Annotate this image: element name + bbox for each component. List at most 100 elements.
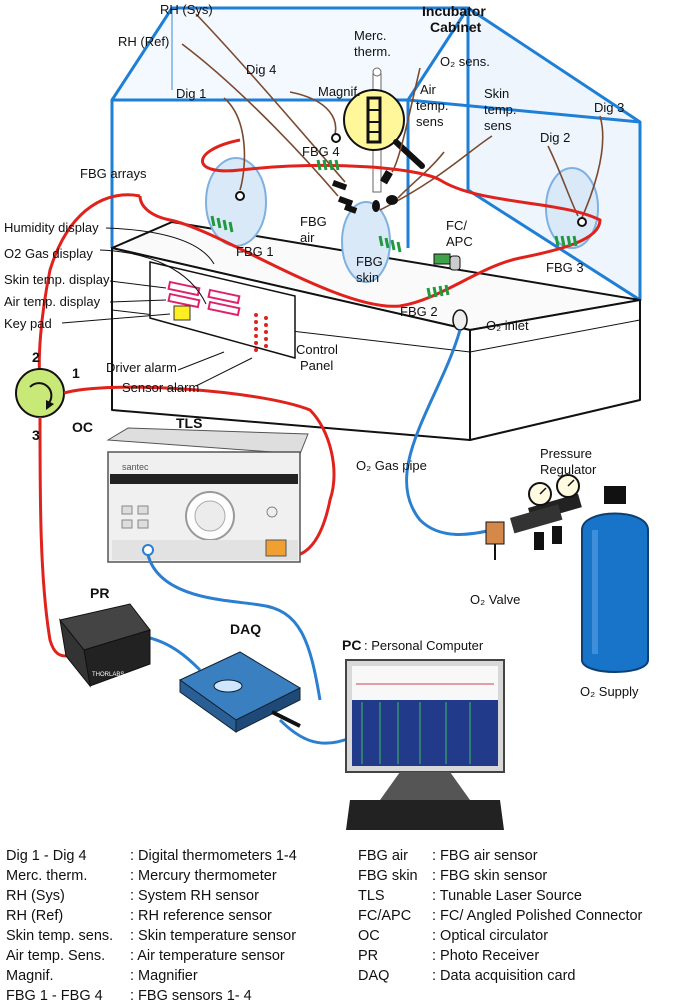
control-panel xyxy=(149,261,296,359)
label-air-temp-display: Air temp. display xyxy=(4,294,101,309)
right-porthole xyxy=(545,167,599,249)
label-skin-temp-1: Skin xyxy=(484,86,509,101)
santec-logo: santec xyxy=(122,462,149,472)
label-pressure: Pressure xyxy=(540,446,592,461)
legend-def: : Mercury thermometer xyxy=(130,868,277,884)
label-fbg-air-2: air xyxy=(300,230,315,245)
legend-def: : Digital thermometers 1-4 xyxy=(130,848,297,864)
label-fbg-skin-1: FBG xyxy=(356,254,383,269)
label-skin-temp-2: temp. xyxy=(484,102,517,117)
legend-def: : RH reference sensor xyxy=(130,908,272,924)
label-o2-gas-display: O2 Gas display xyxy=(4,246,93,261)
label-fbg-arrays: FBG arrays xyxy=(80,166,147,181)
label-driver-alarm: Driver alarm xyxy=(106,360,177,375)
optical-circulator xyxy=(15,368,65,418)
legend-term: FBG air xyxy=(358,848,408,864)
legend-term: RH (Ref) xyxy=(6,908,64,924)
label-dig3: Dig 3 xyxy=(594,100,624,115)
o2-gas-pipe xyxy=(405,329,493,536)
legend-def: : Photo Receiver xyxy=(432,948,540,964)
label-control: Control xyxy=(296,342,338,357)
label-dig2: Dig 2 xyxy=(540,130,570,145)
magnifier xyxy=(343,89,425,169)
o2-supply-bottle xyxy=(581,486,649,673)
legend-term: Magnif. xyxy=(6,968,54,984)
label-skin-temp-display: Skin temp. display xyxy=(4,272,110,287)
fiber-oc-connections xyxy=(38,385,336,658)
legend-def: : System RH sensor xyxy=(130,888,259,904)
label-regulator: Regulator xyxy=(540,462,597,477)
legend-def: : Magnifier xyxy=(130,968,198,984)
legend-def: : Skin temperature sensor xyxy=(130,928,297,944)
label-incubator: Incubator xyxy=(422,3,486,19)
fbg-fiber-loop xyxy=(37,138,602,381)
photo-receiver: THORLABS xyxy=(59,603,151,688)
label-fbg1: FBG 1 xyxy=(236,244,274,259)
legend-term: DAQ xyxy=(358,968,390,984)
label-fbg-air-1: FBG xyxy=(300,214,327,229)
label-panel: Panel xyxy=(300,358,333,373)
legend-def: : Data acquisition card xyxy=(432,968,576,984)
o2-inlet-port xyxy=(452,309,468,331)
label-o2-inlet: O₂ inlet xyxy=(486,318,529,333)
key-pad xyxy=(173,305,191,321)
label-dig1: Dig 1 xyxy=(176,86,206,101)
label-o2-sens: O₂ sens. xyxy=(440,54,490,69)
label-air-temp-3: sens xyxy=(416,114,444,129)
label-o2-supply: O₂ Supply xyxy=(580,684,639,699)
label-rh-sys: RH (Sys) xyxy=(160,2,213,17)
legend-term: RH (Sys) xyxy=(6,888,65,904)
label-pc-desc: : Personal Computer xyxy=(364,638,484,653)
label-fbg2: FBG 2 xyxy=(400,304,438,319)
pressure-regulator xyxy=(510,474,582,550)
legend-def: : Tunable Laser Source xyxy=(432,888,582,904)
legend-term: Merc. therm. xyxy=(6,868,88,884)
daq-card xyxy=(179,651,302,733)
label-magnif: Magnif. xyxy=(318,84,361,99)
thermometer-probes xyxy=(235,133,587,227)
legend-term: Air temp. Sens. xyxy=(6,948,106,964)
label-key-pad: Key pad xyxy=(4,316,52,331)
label-pc: PC xyxy=(342,637,361,653)
label-humidity-display: Humidity display xyxy=(4,220,99,235)
incubator-setup-diagram: santec THORLABS xyxy=(4,2,649,830)
label-port3: 3 xyxy=(32,427,40,443)
o2-gas-display-screen xyxy=(207,288,241,305)
legend-def: : FBG sensors 1- 4 xyxy=(130,988,252,1004)
thorlabs-logo: THORLABS xyxy=(92,672,124,678)
alarm-leds xyxy=(254,313,268,352)
legend-term: FBG skin xyxy=(358,868,418,884)
label-merc-therm-1: Merc. xyxy=(354,28,387,43)
legend-def: : FBG air sensor xyxy=(432,848,538,864)
fc-apc-connector xyxy=(433,253,461,271)
legend-def: : FBG skin sensor xyxy=(432,868,548,884)
label-dig4: Dig 4 xyxy=(246,62,276,77)
legend: Dig 1 - Dig 4 : Digital thermometers 1-4… xyxy=(0,842,685,1004)
air-temp-display xyxy=(167,292,201,309)
label-air-temp-2: temp. xyxy=(416,98,449,113)
label-fc-apc-2: APC xyxy=(446,234,473,249)
legend-def: : FC/ Angled Polished Connector xyxy=(432,908,643,924)
leader-lines xyxy=(61,227,253,387)
label-tls: TLS xyxy=(176,415,202,431)
label-skin-temp-3: sens xyxy=(484,118,512,133)
diagram-labels: RH (Sys) RH (Ref) Incubator Cabinet Merc… xyxy=(4,2,639,699)
label-port1: 1 xyxy=(72,365,80,381)
label-port2: 2 xyxy=(32,349,40,365)
fbg-gratings xyxy=(210,159,578,299)
label-pr: PR xyxy=(90,585,109,601)
legend-term: OC xyxy=(358,928,380,944)
label-fbg-skin-2: skin xyxy=(356,270,379,285)
legend-term: Dig 1 - Dig 4 xyxy=(6,848,87,864)
legend-term: PR xyxy=(358,948,379,964)
label-air-temp-1: Air xyxy=(420,82,437,97)
label-rh-ref: RH (Ref) xyxy=(118,34,169,49)
label-o2-valve: O₂ Valve xyxy=(470,592,520,607)
label-sensor-alarm: Sensor alarm xyxy=(122,380,199,395)
label-fbg4: FBG 4 xyxy=(302,144,340,159)
label-fbg3: FBG 3 xyxy=(546,260,584,275)
label-daq: DAQ xyxy=(230,621,261,637)
o2-valve xyxy=(485,521,505,560)
legend-def: : Optical circulator xyxy=(432,928,549,944)
label-merc-therm-2: therm. xyxy=(354,44,391,59)
